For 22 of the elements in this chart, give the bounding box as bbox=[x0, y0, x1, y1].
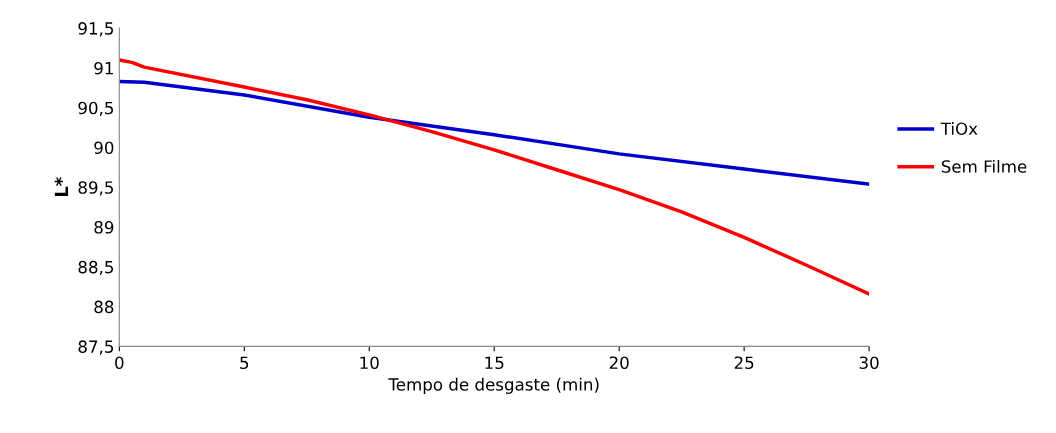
legend-label: Sem Filme bbox=[941, 159, 1027, 173]
y-tick-label: 88,5 bbox=[78, 260, 114, 276]
y-tick-label: 88 bbox=[94, 300, 114, 314]
y-tick-label: 89 bbox=[94, 221, 114, 234]
y-tick-label: 90 bbox=[94, 141, 114, 155]
line-series bbox=[119, 58, 870, 296]
y-tick-label: 91 bbox=[94, 61, 113, 75]
y-axis-title: L* bbox=[54, 177, 69, 197]
y-tick-label: 89,5 bbox=[78, 181, 114, 196]
legend-label: TiOx bbox=[940, 122, 978, 136]
y-tick-label: 91,5 bbox=[78, 22, 114, 37]
x-tick-label: 0 bbox=[115, 356, 124, 370]
y-tick-label: 87,5 bbox=[78, 340, 114, 355]
x-tick-label: 25 bbox=[734, 356, 754, 370]
line-series bbox=[119, 79, 870, 186]
x-tick-label: 30 bbox=[859, 356, 879, 370]
x-tick-label: 15 bbox=[485, 356, 504, 370]
x-tick-label: 20 bbox=[609, 356, 629, 370]
y-tick-label: 90,5 bbox=[78, 101, 114, 116]
x-tick-label: 10 bbox=[360, 356, 379, 370]
x-axis-title: Tempo de desgaste (min) bbox=[388, 377, 599, 394]
x-tick-label: 5 bbox=[240, 356, 249, 370]
